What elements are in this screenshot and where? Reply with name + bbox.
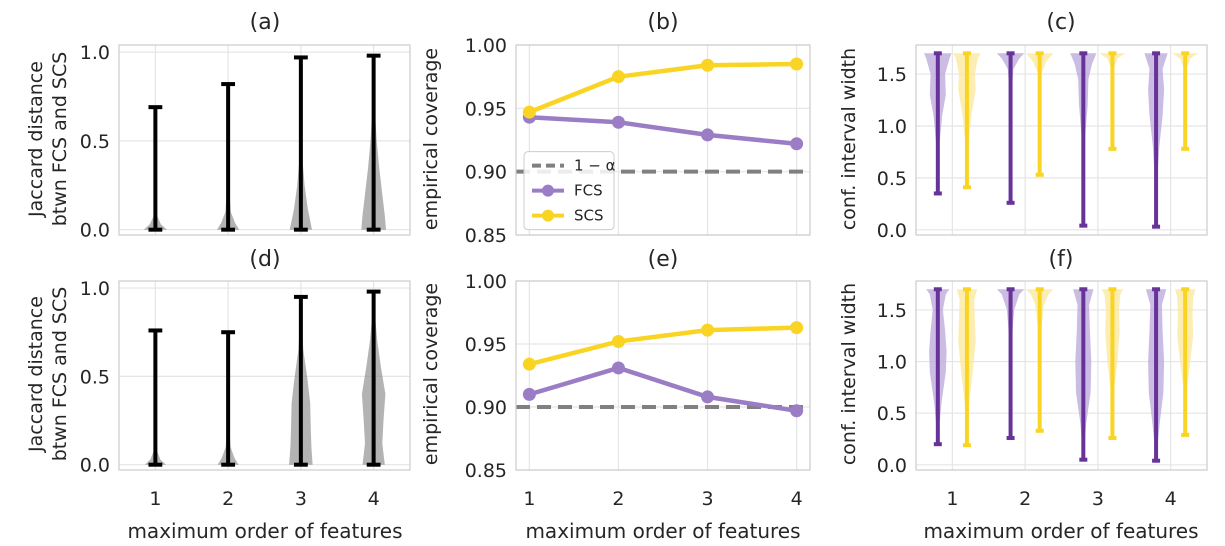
data-point bbox=[522, 357, 536, 371]
x-tick-label: 4 bbox=[368, 488, 380, 510]
data-point bbox=[611, 334, 625, 348]
x-tick-label: 1 bbox=[946, 488, 958, 510]
plot-frame bbox=[118, 280, 411, 471]
panel-title: (d) bbox=[249, 247, 280, 272]
plot-c: 0.0 0.5 1.0 1.5 bbox=[877, 44, 1208, 242]
x-axis-label: maximum order of features bbox=[525, 519, 800, 543]
y-tick-label: 0.95 bbox=[465, 334, 507, 356]
x-tick-label: 4 bbox=[1165, 488, 1177, 510]
data-point bbox=[790, 321, 804, 335]
x-tick-label: 3 bbox=[1092, 488, 1104, 510]
y-axis-label: Jaccard distance bbox=[25, 61, 47, 218]
y-tick-label: 1.00 bbox=[465, 271, 507, 293]
panel-title: (f) bbox=[1049, 247, 1074, 272]
x-axis-label: maximum order of features bbox=[923, 519, 1198, 543]
data-point bbox=[790, 57, 804, 71]
y-tick-label: 0.5 bbox=[80, 131, 110, 153]
series-line bbox=[529, 114, 797, 147]
panel-a: (a) Jaccard distance btwn FCS and SCS bbox=[25, 10, 280, 226]
plot-frame bbox=[915, 280, 1208, 471]
x-tick-label: 4 bbox=[791, 488, 803, 510]
y-axis-label-line2: btwn FCS and SCS bbox=[49, 287, 71, 462]
y-axis-label: conf. interval width bbox=[838, 283, 860, 465]
data-point bbox=[701, 390, 715, 404]
y-axis-label: empirical coverage bbox=[420, 283, 442, 465]
series-line bbox=[528, 61, 797, 115]
y-tick-label: 0.85 bbox=[465, 225, 507, 247]
x-tick-label: 1 bbox=[149, 488, 161, 510]
y-tick-label: 1.0 bbox=[80, 42, 110, 64]
x-tick-label: 2 bbox=[612, 488, 624, 510]
y-tick-label: 1.0 bbox=[877, 116, 907, 138]
data-point bbox=[522, 387, 536, 401]
y-tick-label: 0.0 bbox=[80, 455, 110, 477]
y-tick-label: 0.0 bbox=[877, 455, 907, 477]
y-tick-label: 1.00 bbox=[465, 35, 507, 57]
legend-label: FCS bbox=[574, 182, 603, 200]
panel-title: (c) bbox=[1046, 10, 1075, 35]
plot-frame bbox=[515, 44, 811, 236]
y-axis-label: empirical coverage bbox=[420, 48, 442, 230]
plot-frame bbox=[118, 44, 411, 236]
data-point bbox=[611, 70, 625, 84]
y-tick-label: 0.5 bbox=[80, 366, 110, 388]
panel-c: (c) conf. interval width bbox=[838, 10, 1076, 230]
data-point bbox=[522, 105, 536, 119]
data-point bbox=[611, 361, 625, 375]
data-point bbox=[611, 115, 625, 129]
legend-label: 1 − α bbox=[574, 157, 616, 175]
panel-title: (b) bbox=[647, 10, 678, 35]
y-tick-label: 1.0 bbox=[80, 278, 110, 300]
plot-frame bbox=[915, 44, 1208, 236]
plot-e: 0.85 0.90 0.95 1.00 1 2 3 4 bbox=[465, 271, 811, 510]
data-point bbox=[701, 58, 715, 72]
y-tick-label: 0.5 bbox=[877, 403, 907, 425]
x-tick-label: 2 bbox=[222, 488, 234, 510]
panel-f: (f) conf. interval width maximum order o… bbox=[838, 247, 1199, 543]
y-tick-label: 0.95 bbox=[465, 98, 507, 120]
plot-d: 0.0 0.5 1.0 1 2 3 4 bbox=[80, 278, 411, 510]
plot-a: 0.0 0.5 1.0 bbox=[80, 42, 411, 242]
legend: 1 − α FCS SCS bbox=[523, 151, 616, 231]
x-axis-label: maximum order of features bbox=[127, 519, 402, 543]
data-point bbox=[790, 137, 804, 151]
panel-title: (a) bbox=[250, 10, 281, 35]
x-tick-label: 1 bbox=[523, 488, 535, 510]
panel-b: (b) empirical coverage bbox=[420, 10, 679, 230]
legend-marker bbox=[542, 209, 554, 222]
y-tick-label: 0.0 bbox=[80, 220, 110, 242]
y-tick-label: 0.90 bbox=[465, 162, 507, 184]
plot-frame bbox=[515, 280, 811, 471]
y-tick-label: 1.0 bbox=[877, 352, 907, 374]
y-axis-label-line2: btwn FCS and SCS bbox=[49, 52, 71, 227]
y-tick-label: 0.90 bbox=[465, 397, 507, 419]
legend-label: SCS bbox=[574, 207, 604, 225]
y-tick-label: 0.85 bbox=[465, 460, 507, 482]
y-tick-label: 1.5 bbox=[877, 64, 907, 86]
plot-b: 0.85 0.90 0.95 1.00 1 − α FCS SCS bbox=[465, 35, 811, 247]
plot-areas: 0.00.51.00.850.900.951.001 − αFCSSCS0.00… bbox=[80, 35, 1208, 510]
y-tick-label: 1.5 bbox=[877, 300, 907, 322]
plot-f: 0.0 0.5 1.0 1.5 1 2 3 4 bbox=[877, 280, 1208, 510]
data-point bbox=[701, 128, 715, 142]
x-tick-label: 3 bbox=[295, 488, 307, 510]
series-line bbox=[528, 325, 797, 367]
y-tick-label: 0.0 bbox=[877, 220, 907, 242]
y-axis-label: conf. interval width bbox=[838, 48, 860, 230]
data-point bbox=[790, 404, 804, 418]
y-axis-label: Jaccard distance bbox=[25, 296, 47, 453]
x-tick-label: 2 bbox=[1019, 488, 1031, 510]
legend-marker bbox=[542, 184, 554, 197]
y-tick-label: 0.5 bbox=[877, 168, 907, 190]
panel-d: (d) Jaccard distance btwn FCS and SCS ma… bbox=[25, 247, 403, 543]
data-point bbox=[701, 323, 715, 337]
panel-title: (e) bbox=[648, 247, 679, 272]
x-tick-label: 3 bbox=[701, 488, 713, 510]
panel-e: (e) empirical coverage maximum order of … bbox=[420, 247, 801, 543]
series-line bbox=[528, 365, 797, 414]
